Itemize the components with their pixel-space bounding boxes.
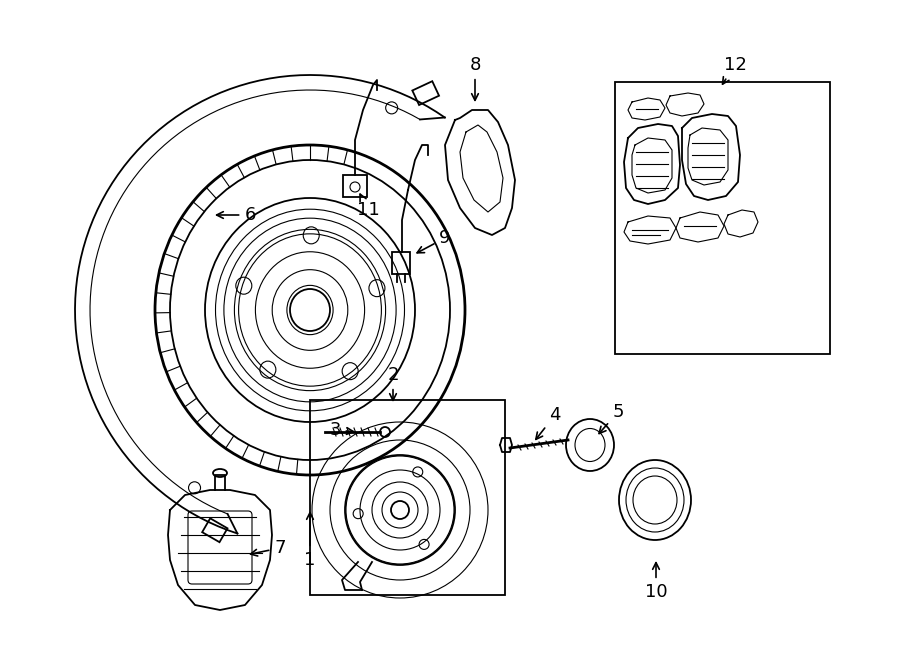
- Bar: [310, 400, 505, 595]
- Text: 10: 10: [644, 563, 667, 601]
- Bar: [615, 82, 830, 354]
- Text: 11: 11: [356, 194, 380, 219]
- Text: 5: 5: [599, 403, 624, 434]
- Bar: [392, 252, 410, 274]
- Bar: [412, 81, 439, 105]
- Text: 3: 3: [329, 421, 354, 439]
- Text: 8: 8: [469, 56, 481, 100]
- Text: 7: 7: [250, 539, 286, 557]
- Bar: [343, 175, 367, 197]
- Text: 4: 4: [536, 406, 561, 440]
- Bar: [202, 518, 228, 542]
- Text: 1: 1: [304, 513, 316, 569]
- Text: 9: 9: [417, 229, 451, 253]
- Text: 6: 6: [217, 206, 256, 224]
- Text: 2: 2: [387, 366, 399, 401]
- Text: 12: 12: [723, 56, 746, 84]
